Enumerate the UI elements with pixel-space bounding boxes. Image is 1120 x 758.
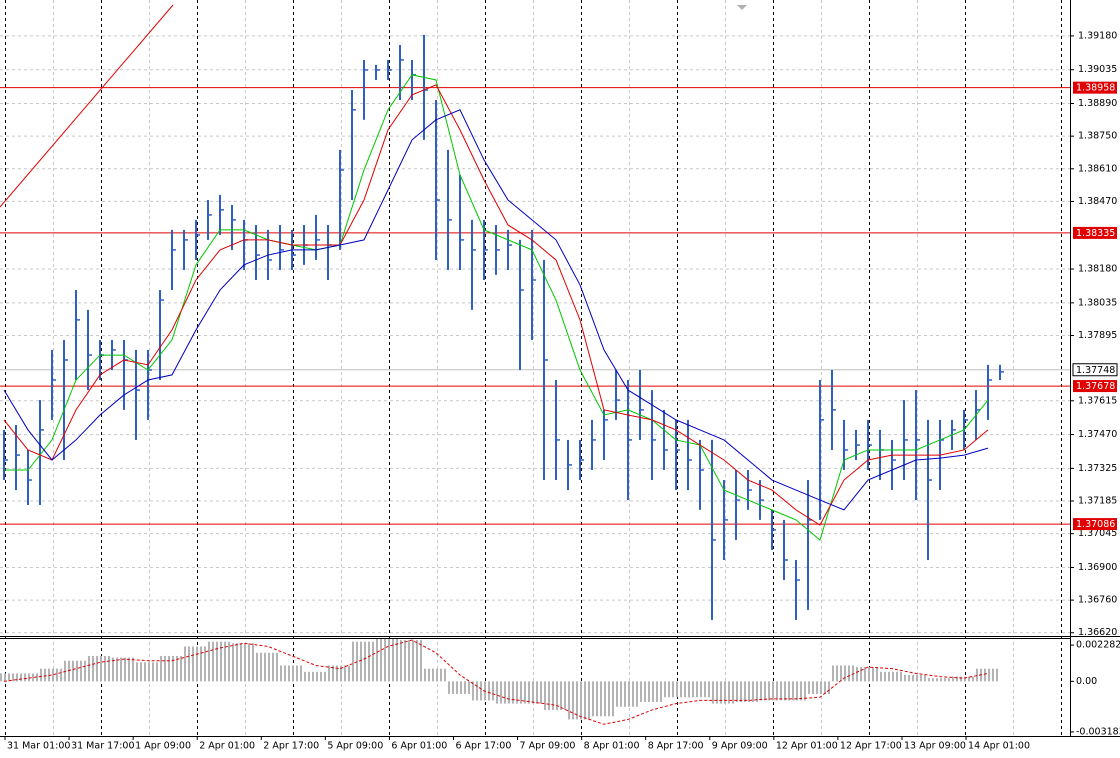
histogram-bar	[592, 681, 616, 717]
histogram-bar	[496, 681, 520, 704]
level-label-box	[1073, 380, 1117, 393]
price-axis: 1.39180 1.39035 1.38890 1.38750 1.38610 1.384…	[1070, 30, 1120, 737]
histogram-bar	[520, 681, 544, 704]
histogram-bar	[64, 660, 88, 682]
x-tick-label: 6 Apr 17:00	[455, 741, 511, 752]
histogram-bar	[208, 641, 232, 682]
signal-line	[3, 639, 989, 725]
histogram-bar	[40, 668, 64, 682]
histogram-bar	[976, 668, 1000, 682]
histogram-bar	[568, 681, 592, 720]
histogram-bar	[544, 681, 568, 710]
level-label: 1.38335	[1076, 228, 1115, 239]
histogram-bar	[112, 657, 136, 682]
indicator-tick-label: 0.002282	[1076, 640, 1120, 651]
histogram-bar	[16, 673, 40, 682]
x-tick-label: 2 Apr 01:00	[199, 741, 255, 752]
y-tick-label: 1.36900	[1078, 562, 1117, 573]
x-tick-label: 6 Apr 01:00	[391, 741, 447, 752]
price-area	[0, 4, 1070, 620]
histogram-bar	[184, 646, 208, 682]
histogram-bar	[136, 662, 160, 682]
histogram-bar	[688, 681, 712, 698]
x-tick-label: 14 Apr 01:00	[968, 741, 1030, 752]
indicator-tick-label: -0.003183	[1076, 726, 1120, 737]
histogram-bar	[328, 665, 352, 682]
x-tick-label: 31 Mar 17:00	[71, 741, 134, 752]
moving-average	[3, 84, 989, 526]
level-label-box	[1073, 226, 1117, 239]
histogram-bar	[712, 681, 736, 704]
histogram-bar	[256, 652, 280, 682]
y-tick-label: 1.37470	[1078, 429, 1117, 440]
y-tick-label: 1.38180	[1078, 264, 1117, 275]
indicator-tick-label: 0.00	[1076, 676, 1097, 687]
x-tick-label: 31 Mar 01:00	[7, 741, 70, 752]
level-label-box	[1073, 81, 1117, 94]
level-label: 1.38958	[1076, 83, 1115, 94]
x-tick-label: 12 Apr 01:00	[776, 741, 838, 752]
x-tick-label: 13 Apr 09:00	[904, 741, 966, 752]
trend-line	[0, 4, 174, 208]
histogram-bar	[160, 655, 184, 682]
moving-average	[3, 109, 989, 511]
histogram-bar	[280, 665, 304, 682]
y-tick-label: 1.37185	[1078, 496, 1117, 507]
histogram-bar	[88, 655, 112, 682]
x-tick-label: 8 Apr 01:00	[584, 741, 640, 752]
histogram-bar	[832, 665, 856, 682]
indicator-area	[0, 638, 1000, 725]
histogram-bar	[736, 681, 760, 703]
y-tick-label: 1.38610	[1078, 163, 1117, 174]
x-tick-label: 9 Apr 09:00	[712, 741, 768, 752]
x-tick-label: 7 Apr 09:00	[520, 741, 576, 752]
x-tick-label: 5 Apr 09:00	[327, 741, 383, 752]
last-price-label: 1.37748	[1076, 365, 1115, 376]
histogram-bar	[448, 681, 472, 695]
histogram-bar	[0, 673, 16, 682]
y-tick-label: 1.38035	[1078, 297, 1117, 308]
x-tick-label: 2 Apr 17:00	[263, 741, 319, 752]
histogram-bar	[400, 640, 424, 682]
level-label-box	[1073, 518, 1117, 531]
histogram-bar	[904, 675, 928, 682]
y-tick-label: 1.38470	[1078, 196, 1117, 207]
histogram-bar	[304, 671, 328, 682]
histogram-bar	[640, 681, 664, 703]
histogram-bar	[232, 643, 256, 682]
histogram-bar	[352, 641, 376, 682]
x-tick-label: 12 Apr 17:00	[840, 741, 902, 752]
y-tick-label: 1.39035	[1078, 64, 1117, 75]
histogram-bar	[376, 638, 400, 682]
y-tick-label: 1.36620	[1078, 627, 1117, 638]
moving-average	[4, 74, 989, 541]
shift-marker	[737, 5, 747, 10]
histogram-bar	[760, 681, 784, 701]
y-tick-label: 1.37895	[1078, 330, 1117, 341]
y-tick-label: 1.37325	[1078, 463, 1117, 474]
histogram-bar	[880, 671, 904, 682]
histogram-bar	[784, 681, 808, 701]
y-tick-label: 1.36760	[1078, 595, 1117, 606]
histogram-bar	[928, 678, 952, 682]
y-tick-label: 1.38750	[1078, 131, 1117, 142]
histogram-bar	[856, 667, 880, 682]
y-tick-label: 1.38890	[1078, 98, 1117, 109]
level-label: 1.37086	[1076, 519, 1115, 530]
x-tick-label: 1 Apr 09:00	[135, 741, 191, 752]
histogram-bar	[616, 681, 640, 707]
histogram-bar	[952, 676, 976, 682]
y-tick-label: 1.37045	[1078, 528, 1117, 539]
histogram-bar	[424, 668, 448, 682]
level-label: 1.37678	[1076, 381, 1115, 392]
y-tick-label: 1.39180	[1078, 30, 1117, 41]
histogram-bar	[808, 681, 832, 695]
last-price-box	[1072, 363, 1118, 377]
y-tick-label: 1.37615	[1078, 395, 1117, 406]
x-tick-label: 8 Apr 17:00	[648, 741, 704, 752]
histogram-bar	[664, 681, 688, 698]
